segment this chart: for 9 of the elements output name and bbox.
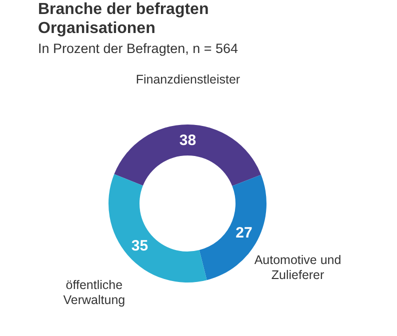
- slice-label: öffentliche Verwaltung: [63, 278, 126, 308]
- slice-label: Automotive und Zulieferer: [254, 253, 342, 282]
- donut-slice: [114, 124, 262, 186]
- chart-title: Branche der befragten Organisationen: [38, 1, 209, 37]
- data-label: 35: [131, 237, 148, 254]
- slice-label: Finanzdienstleister: [136, 72, 240, 86]
- data-label: 38: [179, 132, 196, 149]
- data-label: 27: [236, 224, 252, 242]
- chart-subtitle: In Prozent der Befragten, n = 564: [38, 41, 238, 56]
